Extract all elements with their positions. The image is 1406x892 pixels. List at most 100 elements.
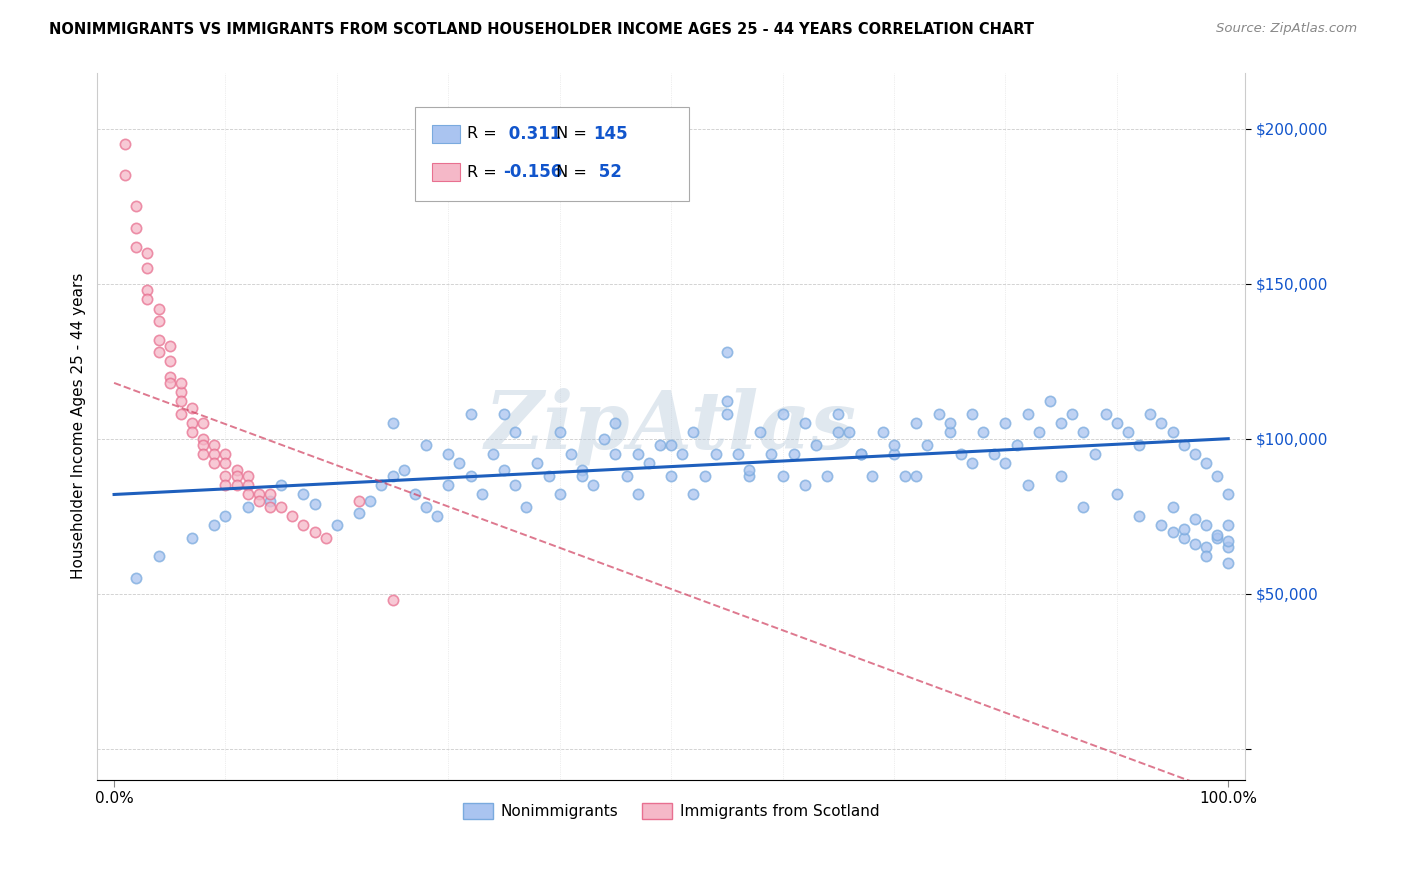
Point bbox=[928, 407, 950, 421]
Point bbox=[236, 487, 259, 501]
Point bbox=[671, 447, 693, 461]
Point bbox=[616, 468, 638, 483]
Point bbox=[738, 468, 761, 483]
Point bbox=[1173, 522, 1195, 536]
Text: Source: ZipAtlas.com: Source: ZipAtlas.com bbox=[1216, 22, 1357, 36]
Point bbox=[627, 447, 650, 461]
Point bbox=[170, 407, 193, 421]
Point bbox=[326, 518, 349, 533]
Point bbox=[548, 487, 571, 501]
Point bbox=[359, 493, 381, 508]
Point bbox=[605, 447, 627, 461]
Point bbox=[1105, 416, 1128, 430]
Point bbox=[804, 438, 827, 452]
Point bbox=[426, 509, 449, 524]
Point bbox=[716, 407, 738, 421]
Point bbox=[1161, 500, 1184, 514]
Point bbox=[159, 339, 181, 353]
Point bbox=[492, 407, 515, 421]
Point bbox=[236, 500, 259, 514]
Point bbox=[202, 438, 225, 452]
Point bbox=[1128, 438, 1150, 452]
Point bbox=[148, 345, 170, 359]
Point bbox=[181, 416, 204, 430]
Point bbox=[727, 447, 749, 461]
Point bbox=[1073, 425, 1095, 440]
Point bbox=[236, 468, 259, 483]
Point bbox=[125, 571, 148, 585]
Point bbox=[1173, 531, 1195, 545]
Point bbox=[1028, 425, 1050, 440]
Point bbox=[960, 407, 983, 421]
Point bbox=[1206, 531, 1229, 545]
Point bbox=[214, 509, 236, 524]
Point bbox=[148, 314, 170, 328]
Point bbox=[793, 416, 815, 430]
Point bbox=[994, 457, 1017, 471]
Point bbox=[548, 425, 571, 440]
Point bbox=[114, 168, 136, 182]
Point bbox=[404, 487, 426, 501]
Point bbox=[392, 463, 415, 477]
Point bbox=[503, 425, 526, 440]
Point bbox=[1005, 438, 1028, 452]
Point bbox=[526, 457, 548, 471]
Point bbox=[1218, 540, 1240, 554]
Point bbox=[849, 447, 872, 461]
Y-axis label: Householder Income Ages 25 - 44 years: Householder Income Ages 25 - 44 years bbox=[72, 273, 86, 580]
Point bbox=[571, 468, 593, 483]
Point bbox=[159, 354, 181, 368]
Point bbox=[994, 416, 1017, 430]
Legend: Nonimmigrants, Immigrants from Scotland: Nonimmigrants, Immigrants from Scotland bbox=[457, 797, 886, 825]
Point bbox=[938, 425, 960, 440]
Text: ZipAtlas: ZipAtlas bbox=[485, 387, 858, 465]
Point bbox=[1195, 549, 1218, 564]
Point bbox=[772, 407, 794, 421]
Point bbox=[292, 518, 315, 533]
Point bbox=[960, 457, 983, 471]
Point bbox=[938, 416, 960, 430]
Point bbox=[259, 500, 281, 514]
Point bbox=[482, 447, 505, 461]
Point bbox=[214, 447, 236, 461]
Text: 52: 52 bbox=[593, 163, 623, 181]
Point bbox=[1184, 512, 1206, 526]
Point bbox=[315, 531, 337, 545]
Point bbox=[1195, 457, 1218, 471]
Point bbox=[659, 468, 682, 483]
Point bbox=[838, 425, 860, 440]
Point bbox=[492, 463, 515, 477]
Point bbox=[1094, 407, 1116, 421]
Point bbox=[471, 487, 494, 501]
Point bbox=[716, 345, 738, 359]
Point bbox=[815, 468, 838, 483]
Point bbox=[860, 468, 883, 483]
Point bbox=[148, 333, 170, 347]
Point bbox=[1073, 500, 1095, 514]
Point bbox=[1116, 425, 1139, 440]
Point bbox=[460, 407, 482, 421]
Point bbox=[381, 416, 404, 430]
Point bbox=[247, 493, 270, 508]
Point bbox=[883, 447, 905, 461]
Point bbox=[772, 468, 794, 483]
Text: 145: 145 bbox=[593, 125, 628, 143]
Point bbox=[738, 463, 761, 477]
Point bbox=[560, 447, 582, 461]
Point bbox=[1050, 468, 1073, 483]
Point bbox=[1017, 478, 1039, 492]
Point bbox=[761, 447, 783, 461]
Point bbox=[460, 468, 482, 483]
Point bbox=[783, 447, 806, 461]
Point bbox=[292, 487, 315, 501]
Point bbox=[827, 425, 849, 440]
Point bbox=[347, 506, 370, 520]
Point bbox=[1184, 537, 1206, 551]
Point bbox=[214, 468, 236, 483]
Point bbox=[370, 478, 392, 492]
Point bbox=[1105, 487, 1128, 501]
Text: -0.156: -0.156 bbox=[503, 163, 562, 181]
Point bbox=[1195, 518, 1218, 533]
Point bbox=[659, 438, 682, 452]
Text: R =: R = bbox=[467, 165, 502, 179]
